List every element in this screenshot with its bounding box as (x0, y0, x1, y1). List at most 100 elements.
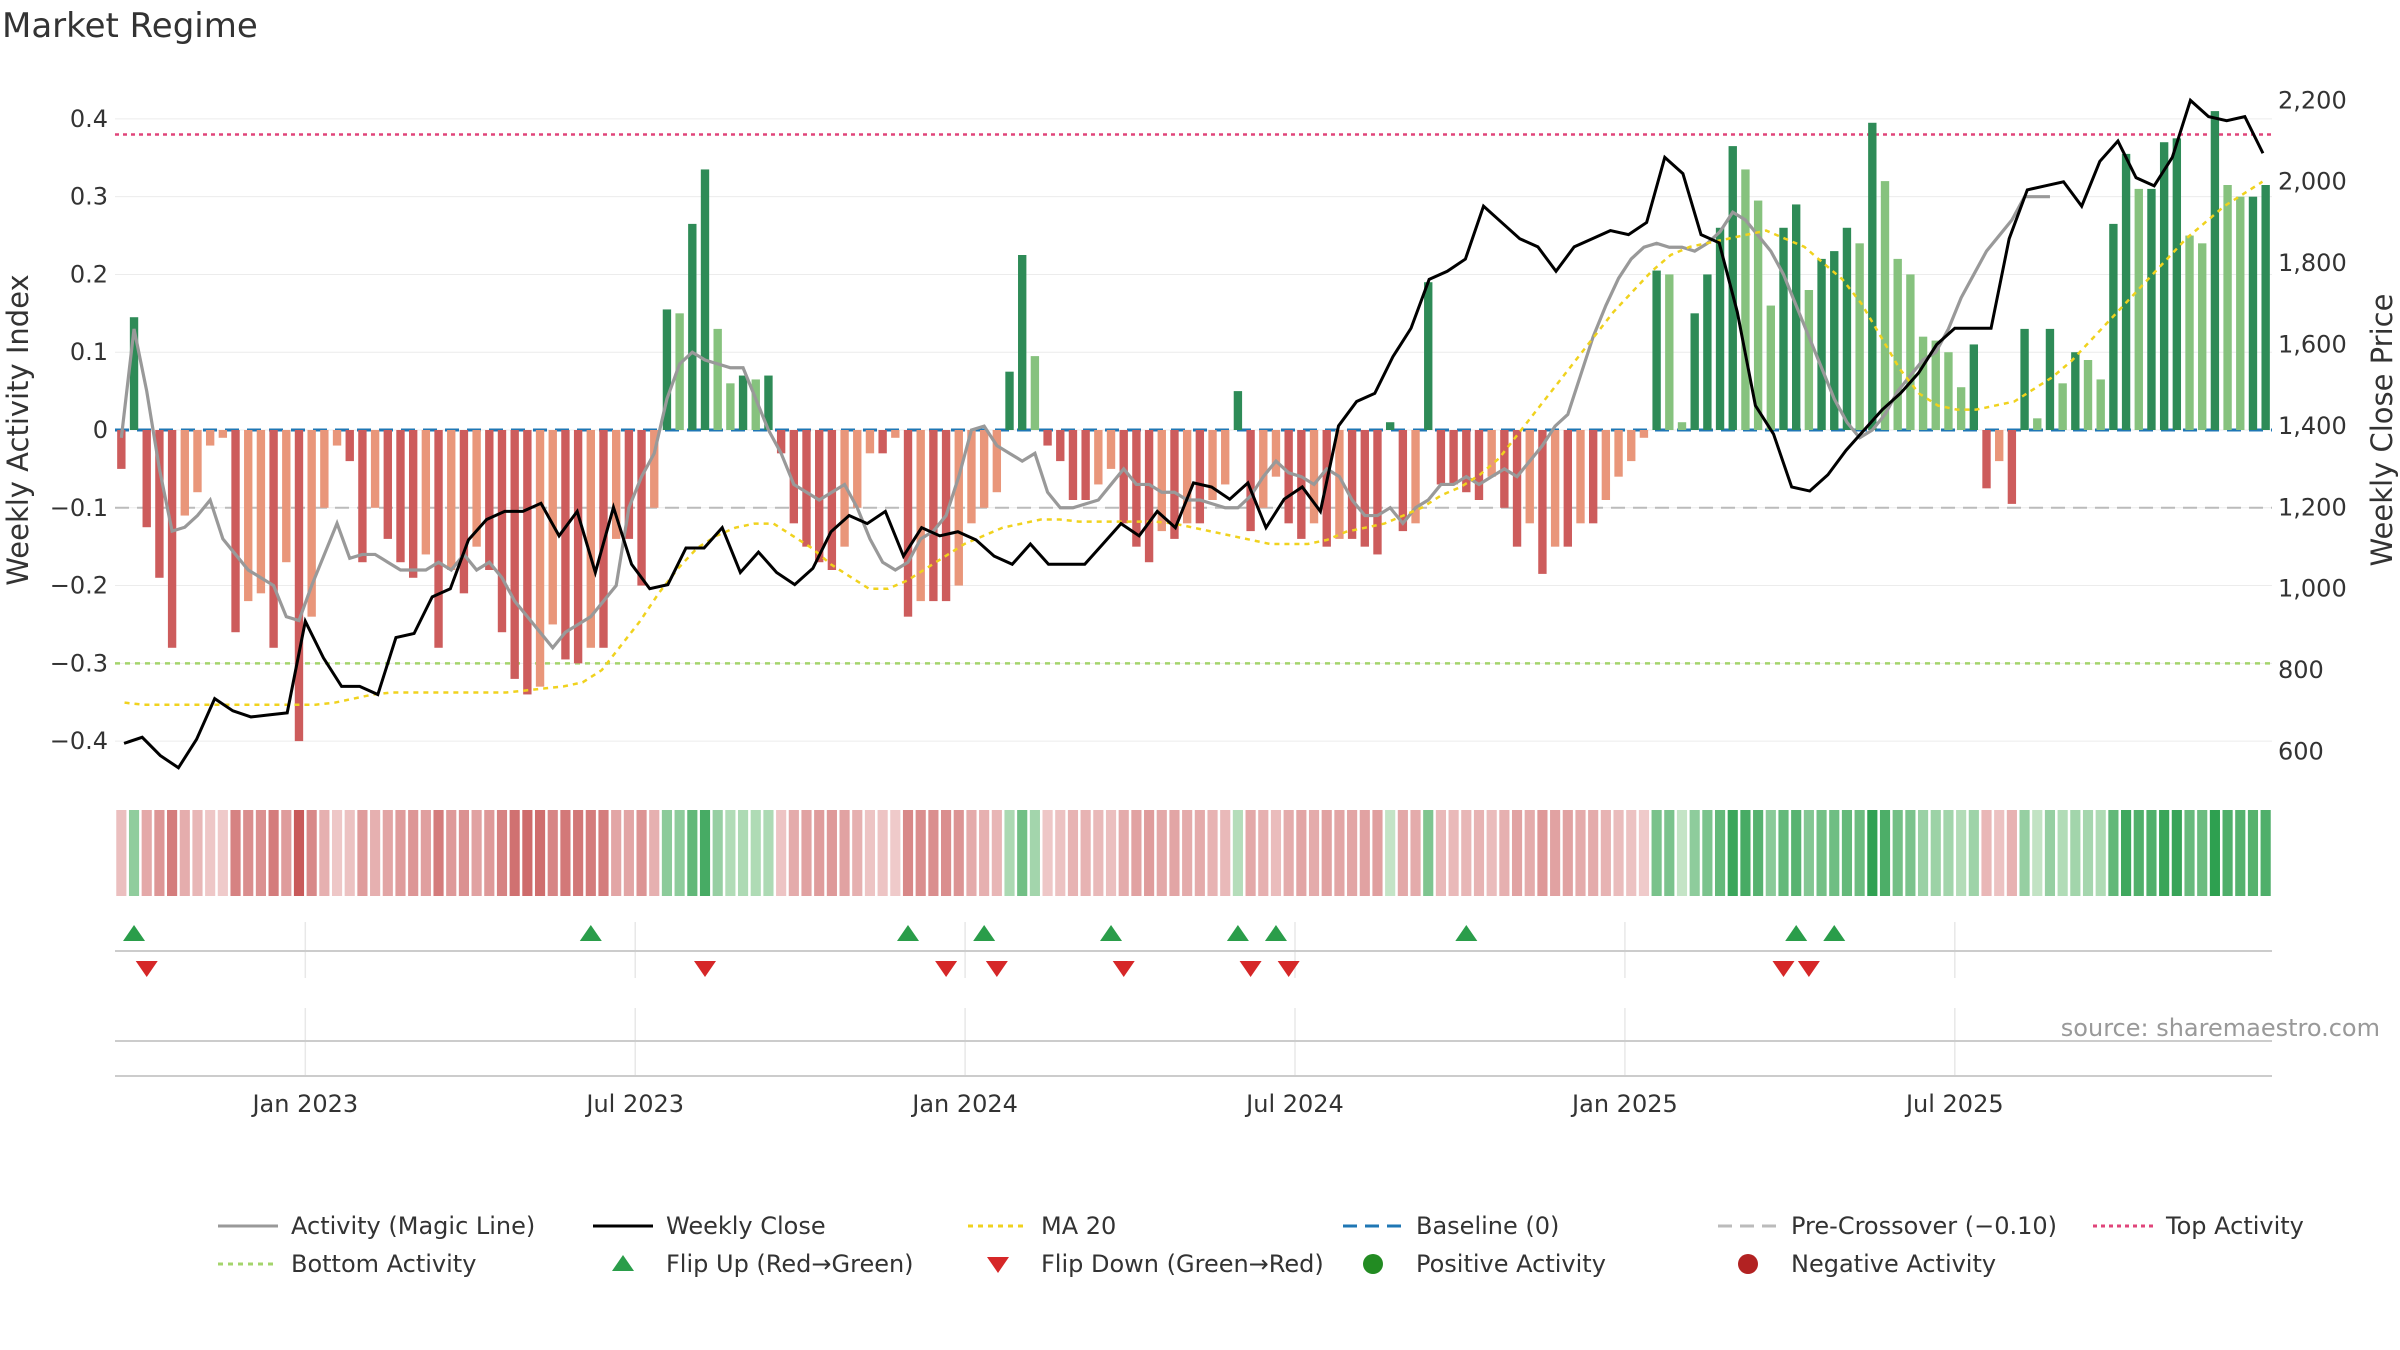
regime-strip-cell (2209, 810, 2220, 896)
regime-strip-cell (1334, 810, 1345, 896)
activity-bar (434, 430, 443, 648)
activity-bar (117, 430, 126, 469)
activity-bar (1969, 344, 1979, 430)
series-lines (119, 97, 2265, 770)
activity-bar (2033, 418, 2042, 430)
activity-bar (840, 430, 849, 547)
regime-strip-cell (560, 810, 571, 896)
legend-label: Bottom Activity (291, 1250, 476, 1278)
regime-strip-cell (1182, 810, 1193, 896)
activity-bar (865, 430, 875, 454)
regime-strip-cell (344, 810, 355, 896)
regime-strip-cell (1803, 810, 1814, 896)
activity-bar (142, 430, 151, 528)
activity-bar (1690, 313, 1699, 430)
regime-strip-cell (1397, 810, 1408, 896)
activity-bar (573, 430, 583, 664)
activity-bar (193, 430, 202, 493)
regime-strip-cell (776, 810, 787, 896)
regime-strip-cell (839, 810, 850, 896)
activity-bar (1474, 430, 1484, 500)
regime-strip-cell (331, 810, 343, 896)
regime-strip-cell (877, 810, 888, 896)
regime-strip-cell (2057, 810, 2068, 896)
activity-bar (1182, 430, 1192, 524)
regime-strip-cell (1080, 810, 1091, 896)
regime-strip-cell (1537, 810, 1548, 896)
regime-strip-cell (750, 810, 761, 896)
regime-strip-cell (1550, 810, 1561, 896)
activity-bar (662, 309, 672, 430)
regime-strip-cell (116, 810, 127, 896)
regime-strip-cell (1144, 810, 1155, 896)
activity-bar (205, 430, 215, 446)
regime-strip-cell (1918, 810, 1929, 896)
regime-strip-cell (471, 810, 482, 896)
regime-strip-cell (1689, 810, 1700, 896)
activity-bar (776, 430, 786, 454)
regime-strip-cell (1347, 810, 1358, 896)
y-right-tick-label: 800 (2278, 656, 2324, 684)
regime-strip-cell (1067, 810, 1079, 896)
activity-bar (1753, 200, 1763, 430)
activity-bar (1944, 352, 1953, 430)
activity-bar (1398, 430, 1408, 532)
activity-bar (1030, 356, 1040, 430)
activity-bar (2159, 142, 2169, 430)
regime-strip-cell (2070, 810, 2081, 896)
regime-strip-cell (1461, 810, 1472, 896)
regime-strip-cell (2146, 810, 2157, 896)
activity-bar (421, 430, 431, 555)
activity-bar (1792, 204, 1801, 430)
activity-bar (878, 430, 887, 454)
activity-bar (2020, 328, 2029, 430)
flip-markers (115, 925, 2272, 977)
regime-strip-cell (509, 810, 520, 896)
activity-bar (1246, 430, 1255, 532)
activity-bar (1094, 430, 1103, 485)
y-left-axis-label: Weekly Activity Index (1, 274, 35, 585)
legend-swatch (1363, 1254, 1383, 1274)
activity-bar (1779, 227, 1788, 430)
activity-bar (1817, 258, 1826, 430)
regime-strip-cell (2006, 810, 2017, 896)
legend-swatch (612, 1255, 634, 1271)
legend-label: Baseline (0) (1416, 1212, 1559, 1240)
activity-bar (2198, 243, 2207, 430)
activity-bar (1297, 430, 1306, 539)
flip-down-marker (1797, 961, 1820, 977)
regime-strip-cell (1854, 810, 1865, 896)
regime-strip-cell (1600, 810, 1611, 896)
activity-bar (954, 430, 963, 586)
y-right-tick-label: 2,200 (2278, 86, 2347, 114)
activity-bar (408, 430, 418, 578)
regime-strip-cell (2159, 810, 2170, 896)
activity-bar (1271, 430, 1281, 477)
regime-strip-cell (1714, 810, 1726, 896)
legend-label: Top Activity (2165, 1212, 2304, 1240)
activity-bar (1436, 430, 1446, 485)
y-left-tick-label: 0.2 (70, 260, 108, 288)
regime-strip-cell (1511, 810, 1523, 896)
activity-bar (1715, 227, 1725, 430)
legend-label: Negative Activity (1791, 1250, 1996, 1278)
regime-strip-cell (154, 810, 165, 896)
regime-strip-cell (687, 810, 698, 896)
activity-bar (1195, 430, 1205, 524)
regime-strip-cell (357, 810, 368, 896)
regime-strip-cell (2235, 810, 2246, 896)
activity-bar (992, 430, 1002, 493)
activity-bar (1056, 430, 1065, 462)
regime-strip-cell (2082, 810, 2094, 896)
regime-strip-cell (1740, 810, 1751, 896)
activity-bar (1880, 181, 1890, 430)
activity-bar (485, 430, 494, 570)
regime-strip-cell (268, 810, 279, 896)
activity-bar (891, 430, 900, 438)
activity-bar (929, 430, 938, 602)
legend-label: Flip Down (Green→Red) (1041, 1250, 1324, 1278)
activity-bar (1284, 430, 1293, 524)
activity-bar (789, 430, 798, 524)
activity-bar (1144, 430, 1154, 563)
regime-strip-cell (1258, 810, 1269, 896)
